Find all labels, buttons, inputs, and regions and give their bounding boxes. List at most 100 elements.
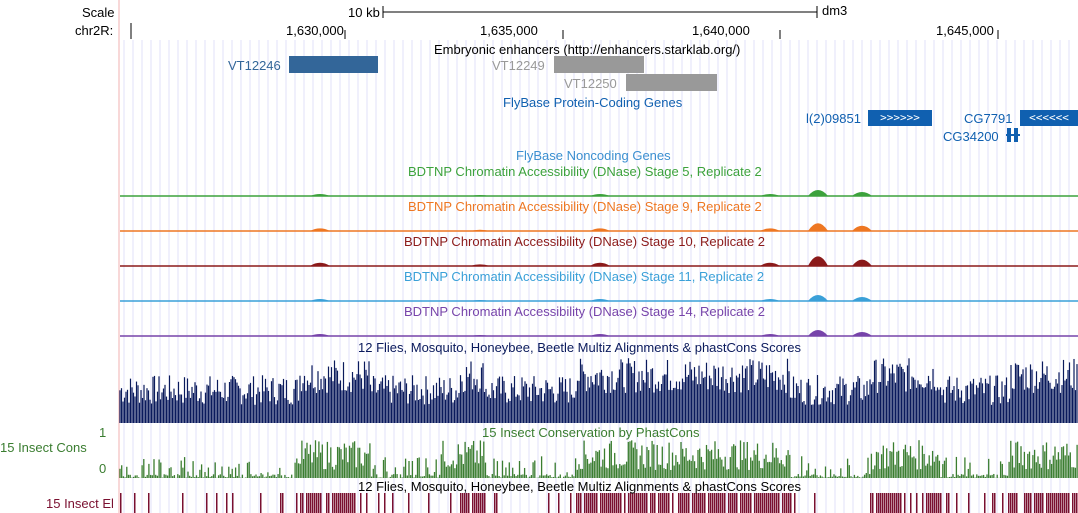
element-bar — [880, 493, 882, 513]
track-title-flybase-coding[interactable]: FlyBase Protein-Coding Genes — [503, 95, 683, 110]
element-bar — [462, 493, 464, 513]
element-bar — [678, 493, 680, 513]
element-bar — [642, 493, 644, 513]
element-bar — [618, 493, 620, 513]
element-bar — [1054, 493, 1056, 513]
track-title-multiz[interactable]: 12 Flies, Mosquito, Honeybee, Beetle Mul… — [358, 340, 801, 355]
element-bar — [652, 493, 654, 513]
element-bar — [876, 493, 878, 513]
element-bar — [756, 493, 758, 513]
element-bar — [610, 493, 612, 513]
element-bar — [1052, 493, 1054, 513]
ruler-tick-label: 1,640,000 — [692, 23, 750, 38]
element-bar — [934, 493, 936, 513]
track-title-enhancers[interactable]: Embryonic enhancers (http://enhancers.st… — [434, 42, 741, 57]
track-title-dnase[interactable]: BDTNP Chromatin Accessibility (DNase) St… — [404, 234, 766, 249]
enhancer-label[interactable]: VT12250 — [564, 76, 617, 91]
element-bar — [746, 493, 748, 513]
element-bar — [1040, 493, 1042, 513]
element-bar — [654, 493, 656, 513]
element-bar — [592, 493, 594, 513]
element-bar — [770, 493, 772, 513]
element-bar — [474, 493, 476, 513]
element-bar — [894, 493, 896, 513]
ruler-tick-label: 1,635,000 — [480, 23, 538, 38]
enhancer-label[interactable]: VT12249 — [492, 58, 545, 73]
element-bar — [766, 493, 768, 513]
enhancer-feature[interactable] — [289, 56, 378, 73]
element-bar — [460, 493, 462, 513]
track-title-dnase[interactable]: BDTNP Chromatin Accessibility (DNase) St… — [408, 199, 762, 214]
element-bar — [464, 493, 466, 513]
element-bar — [384, 493, 386, 513]
element-bar — [930, 493, 932, 513]
dnase-peak — [760, 299, 780, 301]
dnase-peak — [760, 228, 780, 231]
elements-left-label[interactable]: 15 Insect El — [46, 496, 114, 511]
element-bar — [640, 493, 642, 513]
track-title-dnase[interactable]: BDTNP Chromatin Accessibility (DNase) St… — [404, 304, 766, 319]
element-bar — [346, 493, 348, 513]
element-bar — [684, 493, 686, 513]
enhancer-feature[interactable] — [554, 56, 644, 73]
element-bar — [968, 493, 970, 513]
gene-label[interactable]: CG7791 — [964, 111, 1013, 126]
element-bar — [688, 493, 690, 513]
gene-feature[interactable] — [1006, 128, 1020, 142]
gene-feature[interactable]: >>>>>> — [868, 110, 932, 126]
element-bar — [672, 493, 674, 513]
element-bar — [616, 493, 618, 513]
element-bar — [1008, 493, 1010, 513]
cons-left-label[interactable]: 15 Insect Cons — [0, 440, 87, 455]
dnase-peak — [808, 223, 828, 231]
track-title-cons[interactable]: 15 Insect Conservation by PhastCons — [482, 425, 700, 440]
element-bar — [774, 493, 776, 513]
track-title-elements[interactable]: 12 Flies, Mosquito, Honeybee, Beetle Mul… — [358, 479, 801, 494]
element-bar — [928, 493, 930, 513]
element-bar — [722, 493, 724, 513]
element-bar — [714, 493, 716, 513]
element-bar — [588, 493, 590, 513]
element-bar — [558, 493, 560, 513]
element-bar — [716, 493, 718, 513]
element-bar — [762, 493, 764, 513]
element-bar — [576, 493, 578, 513]
element-bar — [600, 493, 602, 513]
element-bar — [650, 493, 652, 513]
gene-label[interactable]: CG34200 — [943, 129, 999, 144]
element-bar — [732, 493, 734, 513]
element-bar — [754, 493, 756, 513]
dnase-peak — [310, 299, 330, 301]
element-bar — [658, 493, 660, 513]
track-title-dnase[interactable]: BDTNP Chromatin Accessibility (DNase) St… — [404, 269, 765, 284]
enhancer-label[interactable]: VT12246 — [228, 58, 281, 73]
element-bar — [182, 493, 184, 513]
element-bar — [814, 493, 816, 513]
element-bar — [306, 493, 308, 513]
element-bar — [1014, 493, 1016, 513]
element-bar — [776, 493, 778, 513]
element-bar — [768, 493, 770, 513]
element-bar — [984, 493, 986, 513]
element-bar — [1048, 493, 1050, 513]
element-bar — [206, 493, 208, 513]
element-bar — [878, 493, 880, 513]
element-bar — [1062, 493, 1064, 513]
element-bar — [680, 493, 682, 513]
element-bar — [886, 493, 888, 513]
element-bar — [334, 493, 336, 513]
element-bar — [476, 493, 478, 513]
element-bar — [748, 493, 750, 513]
enhancer-feature[interactable] — [626, 74, 717, 91]
gene-label[interactable]: l(2)09851 — [806, 111, 861, 126]
element-bar — [772, 493, 774, 513]
track-title-dnase[interactable]: BDTNP Chromatin Accessibility (DNase) St… — [408, 164, 762, 179]
element-bar — [428, 493, 430, 513]
dnase-peak — [470, 229, 490, 231]
gene-feature[interactable]: <<<<<< — [1020, 110, 1078, 126]
element-bar — [904, 493, 906, 513]
track-title-flybase-noncoding[interactable]: FlyBase Noncoding Genes — [516, 148, 671, 163]
element-bar — [260, 493, 262, 513]
element-bar — [1058, 493, 1060, 513]
element-bar — [784, 493, 786, 513]
